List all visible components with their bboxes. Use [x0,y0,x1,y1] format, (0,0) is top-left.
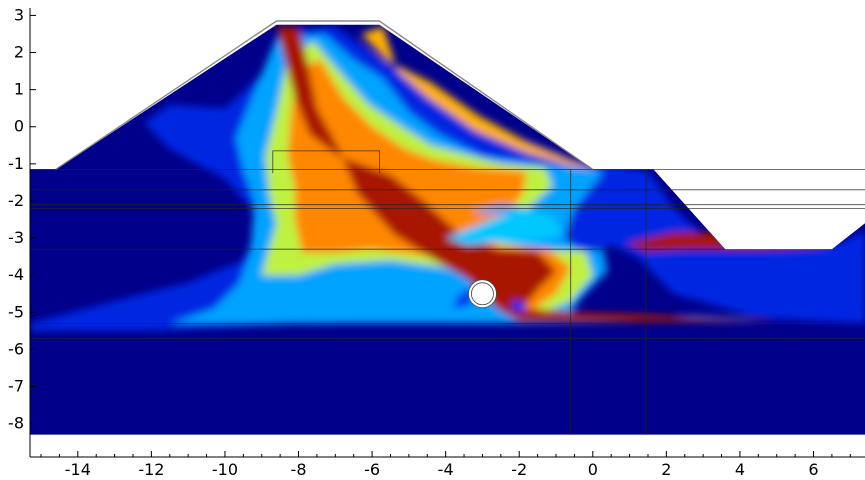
y-tick-label: -3 [8,228,24,247]
x-tick-label: -14 [65,460,91,479]
pipe [468,279,497,309]
x-tick-label: -4 [438,460,454,479]
x-tick-label: -10 [212,460,238,479]
contour-region-10 [511,301,527,313]
y-tick-label: -5 [8,302,24,321]
x-tick-label: -12 [138,460,164,479]
x-tick-label: -2 [511,460,527,479]
contour-layer [30,26,865,331]
x-tick-label: 4 [735,460,745,479]
y-tick-label: 0 [14,117,24,136]
contour-region-4 [276,26,777,322]
contour-region-5 [361,26,597,170]
contour-region-7 [445,208,564,246]
x-tick-label: 0 [588,460,598,479]
y-tick-label: -7 [8,376,24,395]
y-tick-label: -6 [8,339,24,358]
y-tick-label: -1 [8,154,24,173]
x-tick-label: -8 [291,460,307,479]
x-tick-label: 6 [808,460,818,479]
x-tick-label: -6 [364,460,380,479]
x-tick-label: 2 [661,460,671,479]
y-tick-label: -2 [8,191,24,210]
contour-region-9 [453,286,472,309]
pipe-inner-ring [471,282,494,306]
y-tick-label: -4 [8,265,24,284]
y-tick-label: -8 [8,414,24,433]
contour-region-3 [287,60,667,318]
mesh-boundary-lines [30,20,865,435]
contour-region-8 [471,204,527,214]
boundary-line-10 [55,20,594,170]
axes: 3 2 1 0 -1 -2 -3 -4 -5 -6 -7 -8 -14 -12 -10 -8 -6 -4 -2 0 2 4… [8,5,865,479]
y-tick-label: 3 [14,5,24,24]
field-layer [30,24,865,435]
y-tick-label: 1 [14,80,24,99]
boundary-line-9 [272,150,380,174]
y-tick-label: 2 [14,43,24,62]
